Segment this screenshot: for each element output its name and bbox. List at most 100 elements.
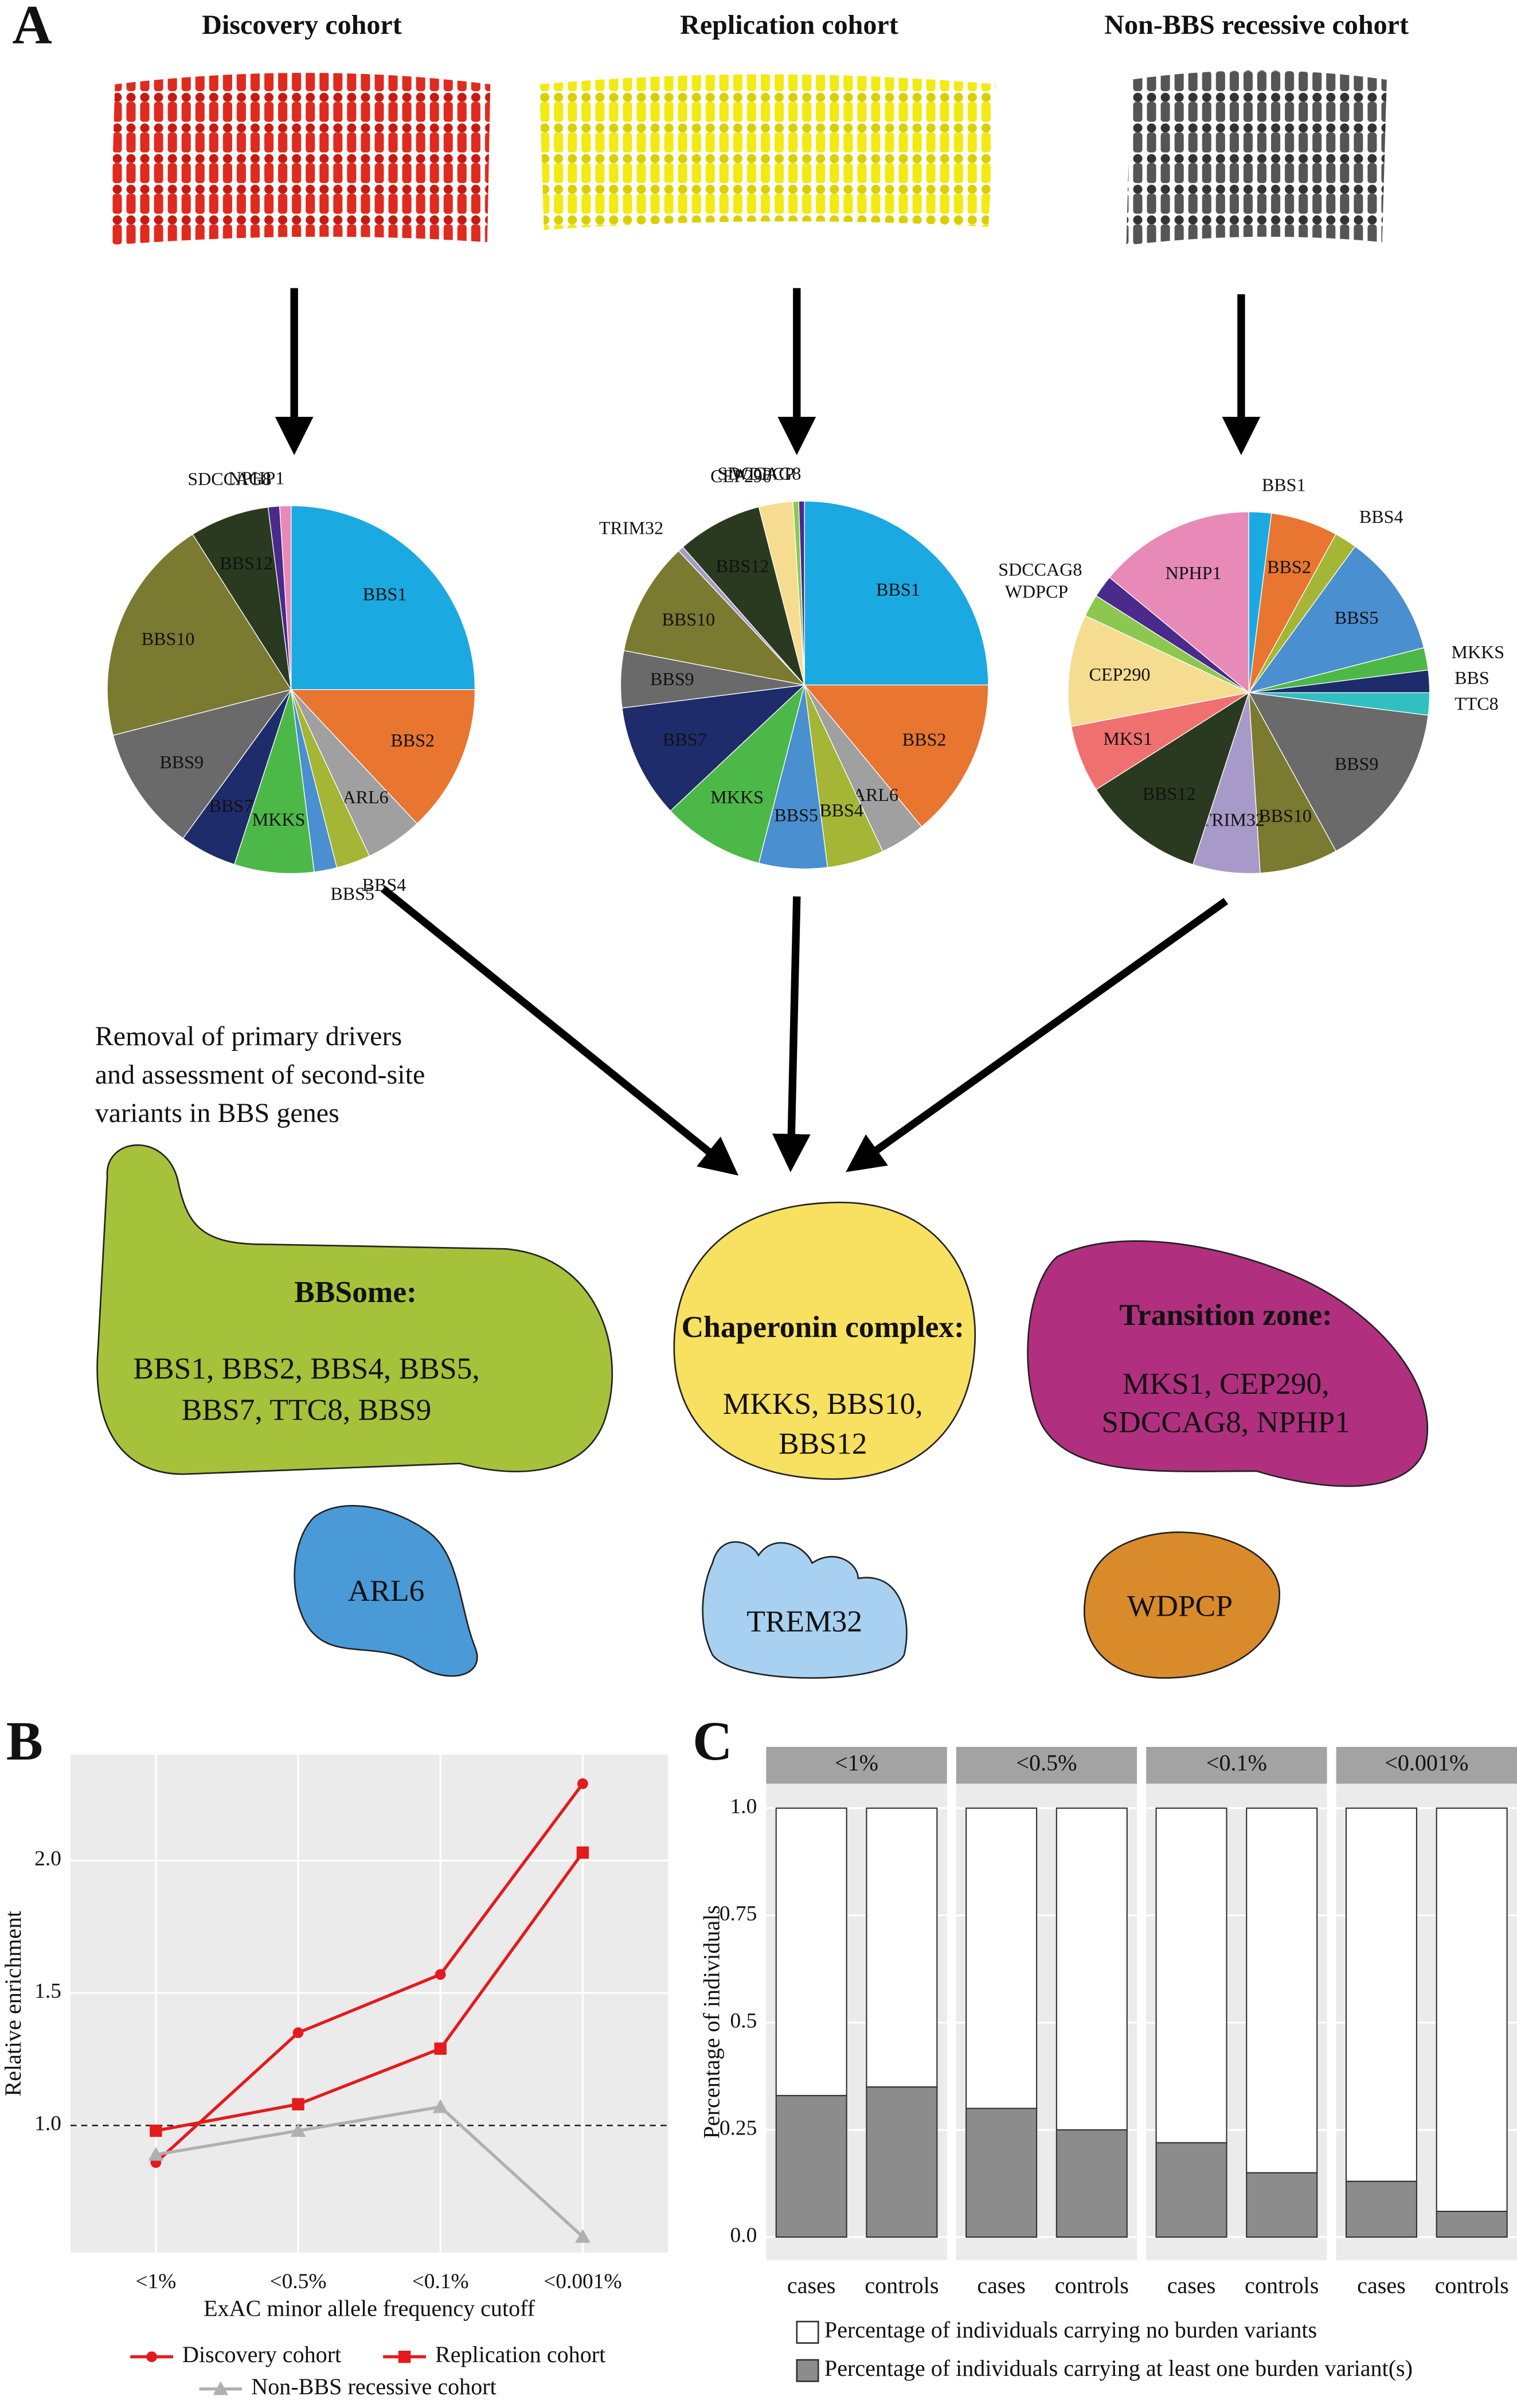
slice-label: NPHP1 (1166, 562, 1222, 583)
pie-slice (1248, 513, 1337, 693)
pie-slice (290, 689, 476, 824)
legend-label: Discovery cohort (182, 2341, 341, 2367)
slice-label: ARL6 (343, 787, 389, 807)
chart-title: Non-BBS recessive cohort (1104, 10, 1409, 40)
slice-label: TRIM32 (599, 518, 663, 538)
group-members: MKKS, BBS10, (723, 1386, 923, 1421)
x-tick-label: controls (1245, 2273, 1319, 2298)
slice-label: BBS10 (1258, 806, 1312, 826)
slice-label: BBS1 (363, 584, 407, 604)
slice-label: BBS10 (142, 628, 195, 649)
bar-segment (1246, 1807, 1318, 2174)
point (148, 2147, 164, 2161)
bar-segment (1055, 1807, 1128, 2131)
bar-segment (866, 1807, 938, 2088)
slice-label: BBS9 (160, 752, 204, 772)
slice-label: BBS (1455, 667, 1489, 688)
legend-marker (213, 2381, 229, 2395)
bar-segment (1436, 2210, 1508, 2238)
pie-slice (682, 506, 805, 686)
slice-label: SDCCAG8 (998, 559, 1082, 580)
legend-label: Percentage of individuals carrying at le… (824, 2355, 1413, 2381)
slice-label: BBS9 (1335, 753, 1379, 774)
pie-slice (192, 506, 292, 690)
strip (1336, 1746, 1517, 1784)
panel-label: C (693, 1710, 732, 1772)
chart-title: Replication cohort (680, 10, 898, 40)
pie-slice (1248, 692, 1429, 852)
slice-label: BBS12 (220, 553, 273, 573)
slice-label: SDCCAG8 (187, 468, 271, 489)
blob (96, 1144, 613, 1475)
y-tick-label: 2.0 (34, 1847, 61, 1871)
bar-segment (775, 1807, 847, 2097)
slice-label: MKS1 (1103, 728, 1152, 749)
slice-label: BBS4 (362, 874, 406, 895)
bar-segment (965, 2108, 1038, 2238)
bar-segment (1155, 1807, 1227, 2144)
bar-segment (1345, 2180, 1418, 2238)
pie-slice (1068, 615, 1250, 727)
slice-label: TTC8 (1455, 693, 1499, 714)
slice-label: BBS4 (1359, 506, 1403, 527)
pie-slice (1070, 692, 1249, 791)
blob (294, 1504, 478, 1677)
pie-slice (279, 505, 292, 690)
strip (1146, 1746, 1327, 1784)
group-members: MKS1, CEP290, (1123, 1366, 1330, 1401)
point (292, 2098, 304, 2110)
slice-label: WDPCP (731, 463, 794, 484)
strip-label: <0.1% (1206, 1750, 1267, 1776)
pie-slice (803, 685, 989, 827)
pie-slice (1248, 546, 1425, 694)
slice-label: BBS1 (1262, 475, 1306, 495)
slice-label: BBS7 (663, 729, 707, 749)
slice-label: ARL6 (853, 784, 898, 805)
bar-segment (1246, 2172, 1318, 2238)
point (575, 2229, 591, 2243)
legend-marker (398, 2351, 411, 2363)
x-tick-label: <0.001% (544, 2270, 621, 2293)
group-title: BBSome: (294, 1275, 417, 1309)
slice-label: BBS12 (1143, 783, 1196, 804)
group-members: BBS12 (779, 1426, 867, 1460)
bar-segment (1345, 1807, 1418, 2182)
point (150, 2124, 162, 2137)
y-tick-label: 0.5 (730, 2009, 757, 2032)
slice-label: BBS5 (774, 805, 818, 826)
x-tick-label: controls (865, 2273, 939, 2298)
pie-slice (623, 550, 806, 686)
bar-segment (1055, 2129, 1128, 2238)
chart-title: Discovery cohort (202, 10, 402, 40)
series-line (155, 2105, 584, 2238)
y-tick-label: 1.0 (730, 1795, 757, 1818)
slice-label: BBS4 (819, 800, 863, 820)
panel-label: B (6, 1710, 43, 1772)
point (435, 1969, 446, 1980)
note: Removal of primary drivers (95, 1021, 402, 1051)
bar-segment (775, 2094, 847, 2238)
slice-label: BBS12 (716, 556, 769, 576)
group-title: Chaperonin complex: (682, 1309, 964, 1344)
slice-label: BBS10 (662, 609, 715, 630)
x-tick-label: controls (1435, 2273, 1509, 2298)
legend-marker (146, 2351, 157, 2363)
legend-swatch (796, 2359, 819, 2382)
slice-label: BBS7 (209, 795, 253, 816)
slice-label: BBS5 (1335, 607, 1379, 628)
pie-slice (1109, 511, 1249, 694)
slice-label: BBS5 (330, 883, 374, 904)
pie-slice (1096, 691, 1250, 865)
x-tick-label: cases (1357, 2273, 1406, 2298)
slice-label: MKKS (252, 809, 306, 830)
group-title: Transition zone: (1119, 1297, 1332, 1332)
bar-segment (1436, 1807, 1508, 2212)
point (576, 1846, 589, 1859)
x-tick-label: controls (1055, 2273, 1129, 2298)
crowd (539, 74, 996, 230)
pie-slice (291, 505, 476, 690)
single-label: WDPCP (1127, 1589, 1233, 1623)
point (434, 2042, 447, 2055)
slice-label: BBS2 (390, 730, 435, 750)
